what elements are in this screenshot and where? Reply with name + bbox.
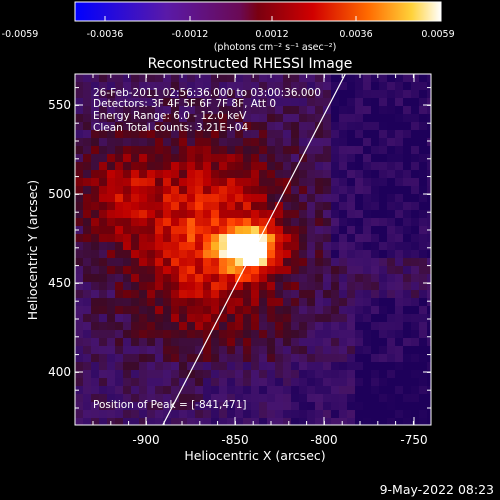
annotation-clean: Clean Total counts: 3.21E+04 <box>93 122 248 134</box>
colorbar-tick-label: 0.0036 <box>339 29 372 40</box>
y-axis-label: Heliocentric Y (arcsec) <box>25 180 40 320</box>
colorbar-tick-label: -0.0059 <box>2 29 39 40</box>
colorbar-unit-label: (photons cm⁻² s⁻¹ asec⁻²) <box>214 42 337 53</box>
x-tick-label: -800 <box>310 433 337 447</box>
annotation-time-range: 26-Feb-2011 02:56:36.000 to 03:00:36.000 <box>93 87 321 99</box>
x-tick-label: -900 <box>132 433 159 447</box>
y-tick-label: 450 <box>48 276 71 290</box>
reconstructed-image <box>75 74 431 425</box>
x-tick-label: -850 <box>221 433 248 447</box>
y-tick-label: 550 <box>48 98 71 112</box>
colorbar-gradient <box>74 1 442 22</box>
y-tick-label: 400 <box>48 365 71 379</box>
colorbar-tick-label: 0.0012 <box>255 29 288 40</box>
footer-timestamp: 9-May-2022 08:23 <box>380 482 494 497</box>
solar-limb-line <box>162 74 346 425</box>
annotation-energy: Energy Range: 6.0 - 12.0 keV <box>93 110 247 122</box>
colorbar: -0.0059 -0.0036 -0.0012 0.0012 0.0036 0.… <box>2 1 455 53</box>
y-tick-label: 500 <box>48 187 71 201</box>
colorbar-tick-label: 0.0059 <box>421 29 454 40</box>
colorbar-tick-label: -0.0036 <box>87 29 124 40</box>
plot-title: Reconstructed RHESSI Image <box>148 56 353 72</box>
colorbar-tick-label: -0.0012 <box>172 29 209 40</box>
annotation-peak-position: Position of Peak = [-841,471] <box>93 399 247 411</box>
annotation-detectors: Detectors: 3F 4F 5F 6F 7F 8F, Att 0 <box>93 98 276 110</box>
x-tick-label: -750 <box>400 433 427 447</box>
x-axis-label: Heliocentric X (arcsec) <box>184 448 325 463</box>
